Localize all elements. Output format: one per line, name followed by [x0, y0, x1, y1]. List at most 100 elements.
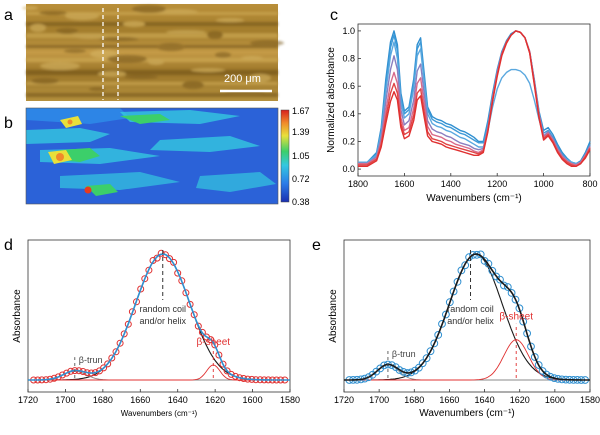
panel-b-letter: b	[4, 115, 13, 132]
observed-point	[227, 370, 235, 378]
observed-point	[215, 351, 223, 359]
observed-point	[194, 322, 202, 330]
observed-point	[170, 258, 178, 266]
panel-c-letter: c	[330, 7, 338, 24]
observed-point	[145, 266, 153, 274]
spectrum-line	[358, 30, 591, 165]
chart-deconvolution-d: 1720 1700 1680 1660 1640 1620 1600 1580 Wavenumb…	[12, 239, 300, 418]
observed-point	[434, 331, 443, 339]
annotation-beta-turn: β-trun	[392, 349, 416, 359]
x-tick-label: 1680	[93, 395, 113, 405]
x-tick-label: 1640	[475, 395, 495, 405]
x-tick-label: 1660	[130, 395, 150, 405]
observed-point	[166, 255, 173, 263]
x-tick-label: 1580	[580, 395, 600, 405]
scale-bar-label: 200 μm	[224, 73, 261, 85]
x-tick-label: 1800	[348, 179, 368, 189]
observed-point	[418, 359, 427, 368]
annotation-helix: and/or helix	[447, 316, 494, 326]
observed-point	[465, 253, 474, 262]
observed-point	[116, 339, 124, 347]
observed-point	[120, 330, 128, 338]
x-tick-label: 1600	[394, 179, 414, 189]
x-tick-label: 1620	[510, 395, 530, 405]
observed-point	[223, 367, 231, 375]
observed-point	[399, 368, 408, 376]
x-tick-label: 1620	[205, 395, 225, 405]
observed-point	[364, 373, 373, 382]
chart-ir-spectra: 1800 1600 1400 1200 1000 800 0.0 0.2 0.4 0.6 0.8 1.…	[326, 23, 598, 204]
observed-point	[542, 370, 551, 379]
panel-a-letter: a	[4, 7, 13, 24]
fit-curve	[28, 253, 290, 381]
panel-d-letter: d	[4, 237, 13, 254]
spectrum-line	[358, 30, 591, 167]
observed-point	[503, 283, 512, 291]
observed-point	[438, 320, 446, 328]
observed-point	[426, 347, 435, 356]
observed-point	[198, 328, 206, 336]
observed-point	[190, 311, 198, 319]
absorbance-map	[25, 107, 279, 205]
micrograph-image	[22, 4, 284, 101]
x-tick-label: 1660	[439, 395, 459, 405]
hotspot-2	[84, 186, 92, 194]
observed-point	[515, 304, 524, 313]
x-tick-label: 1400	[441, 179, 461, 189]
x-axis-label: Wavenumbers (cm⁻¹)	[419, 408, 514, 419]
observed-point	[546, 372, 555, 381]
observed-point	[124, 320, 132, 328]
colorbar-tick: 1.67	[292, 106, 310, 116]
observed-point	[104, 360, 112, 368]
observed-point	[207, 336, 215, 344]
observed-point	[484, 259, 493, 268]
annotation-beta-sheet: β-sheet	[196, 337, 230, 348]
x-tick-label: 1720	[334, 395, 354, 405]
y-tick-label: 0.6	[342, 81, 355, 91]
observed-point	[442, 310, 450, 319]
x-axis-label: Wavenumbers (cm⁻¹)	[426, 193, 521, 204]
observed-point	[469, 251, 477, 259]
observed-point	[534, 361, 543, 369]
observed-point	[153, 254, 161, 262]
y-axis-label: Absorbance	[328, 289, 339, 343]
chart-deconvolution-e: 1720 1700 1680 1660 1640 1620 1600 1580 Wavenumb…	[328, 239, 600, 419]
y-tick-label: 0.0	[342, 164, 355, 174]
x-tick-label: 1580	[280, 395, 300, 405]
x-tick-label: 1680	[404, 395, 424, 405]
observed-point	[488, 266, 497, 275]
spectrum-line	[358, 30, 591, 165]
observed-point	[54, 373, 62, 381]
panel-a: a 200 μm	[4, 4, 284, 101]
observed-point	[523, 329, 531, 338]
y-tick-label: 0.2	[342, 136, 355, 146]
observed-point	[422, 354, 431, 363]
plot-frame	[27, 239, 291, 393]
spectrum-line	[358, 30, 591, 166]
x-tick-label: 1640	[168, 395, 188, 405]
observed-point	[186, 300, 194, 308]
observed-point	[453, 277, 462, 286]
observed-point	[430, 339, 439, 348]
annotation-random-coil: random coil	[447, 304, 494, 314]
x-tick-label: 1200	[487, 179, 507, 189]
observed-point	[507, 289, 516, 297]
colorbar-tick: 0.38	[292, 197, 310, 207]
y-tick-label: 0.4	[342, 109, 355, 119]
plot-frame	[343, 239, 591, 393]
spectrum-line	[358, 30, 591, 167]
observed-point	[496, 275, 504, 284]
observed-point	[461, 261, 470, 270]
colorbar-tick: 1.39	[292, 127, 310, 137]
colorbar-tick: 0.72	[292, 174, 310, 184]
observed-point	[108, 354, 116, 362]
observed-point	[449, 287, 458, 296]
observed-point	[415, 363, 423, 372]
observed-point	[211, 341, 219, 349]
x-tick-label: 1700	[369, 395, 389, 405]
annotation-beta-turn: β-trun	[79, 355, 103, 365]
observed-point	[445, 298, 454, 307]
observed-point	[231, 372, 239, 380]
annotation-beta-sheet: β-sheet	[499, 312, 533, 323]
x-axis-label: Wavenumbers (cm⁻¹)	[121, 409, 198, 418]
